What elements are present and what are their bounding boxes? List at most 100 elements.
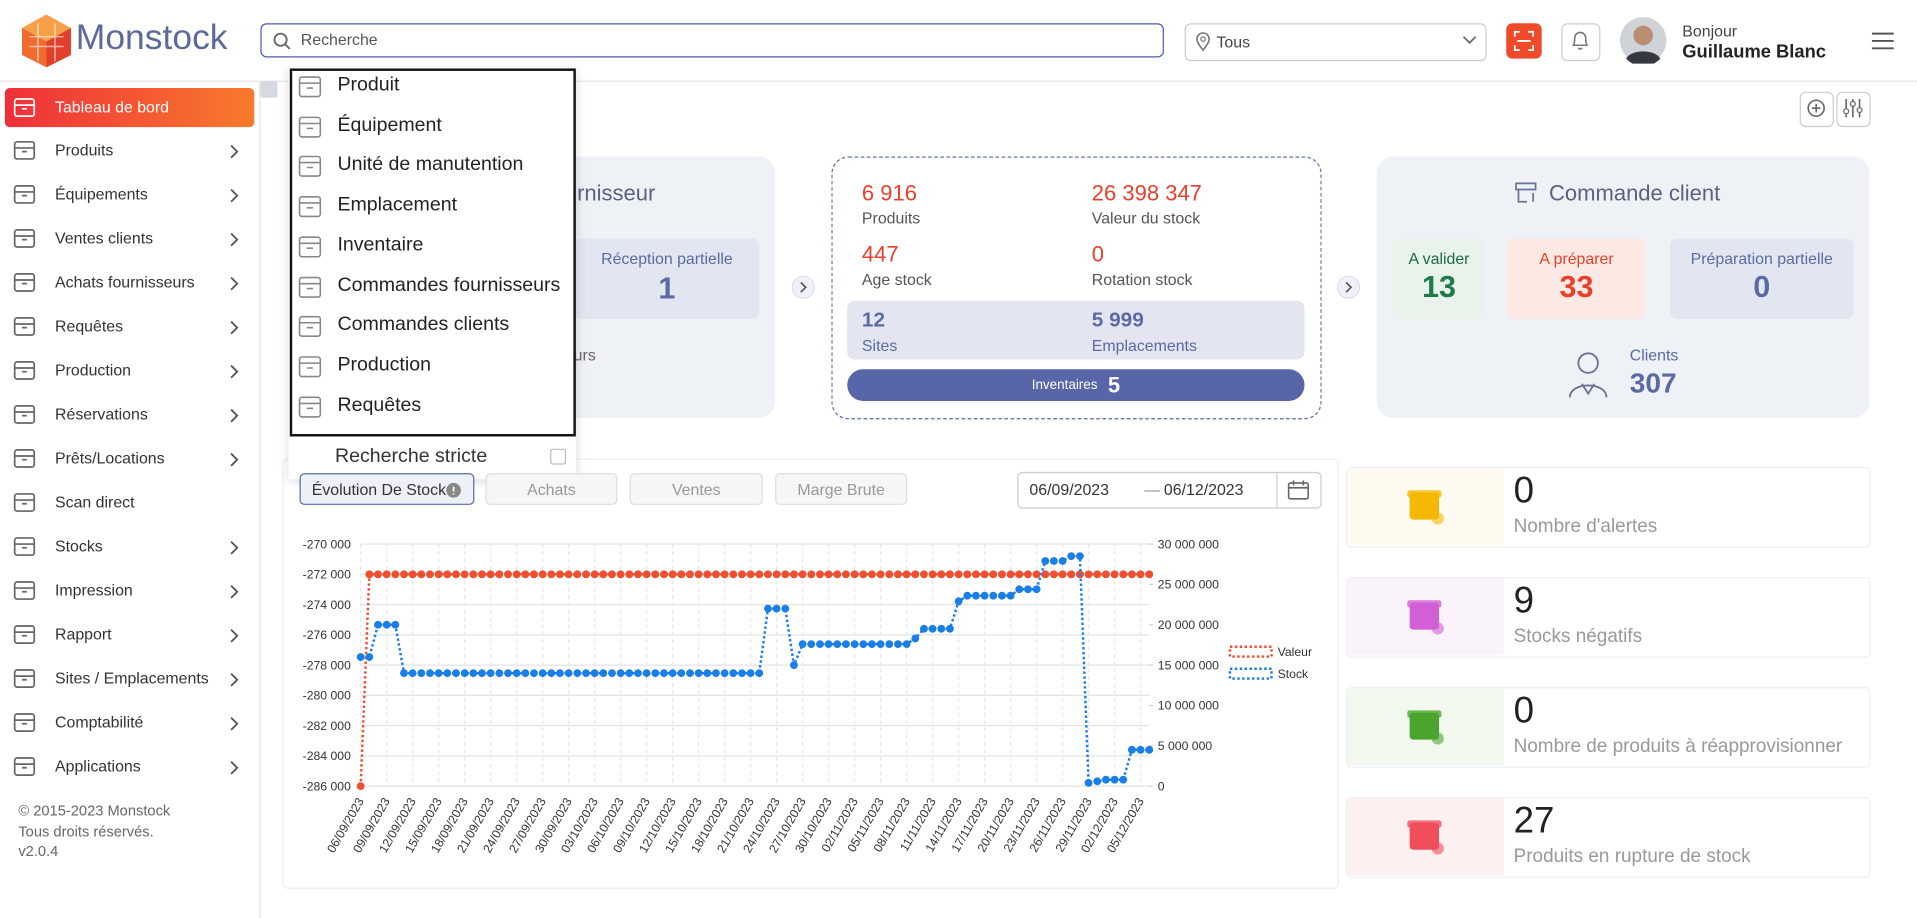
data-point — [946, 570, 954, 579]
sidebar-item[interactable]: Produits — [55, 140, 114, 159]
data-point — [625, 669, 634, 678]
sidebar-chevron — [230, 364, 239, 379]
info-icon — [446, 482, 461, 498]
location-icon — [1196, 32, 1210, 52]
sidebar-item[interactable]: Achats fournisseurs — [55, 272, 195, 291]
data-point — [1006, 570, 1015, 579]
data-point — [738, 669, 746, 678]
data-point — [1145, 745, 1154, 754]
sidebar-icon — [13, 361, 36, 380]
tab[interactable]: Marge Brute — [775, 473, 908, 505]
data-point — [608, 669, 616, 678]
data-point — [668, 669, 677, 678]
sidebar-item[interactable]: Ventes clients — [55, 228, 154, 247]
dropdown-item[interactable]: Commandes clients — [337, 314, 510, 336]
settings-icon — [1843, 99, 1863, 118]
data-point — [1041, 557, 1050, 565]
sidebar-chevron — [230, 232, 239, 247]
sidebar-item[interactable]: Requêtes — [55, 316, 124, 335]
arrow-button[interactable] — [791, 275, 815, 299]
y-tick-label: -282 000 — [303, 719, 351, 733]
dropdown-item[interactable]: Emplacement — [337, 194, 458, 216]
sidebar-item-active[interactable] — [4, 88, 255, 128]
search-input[interactable] — [260, 23, 1164, 58]
dropdown-item[interactable]: Production — [337, 354, 431, 376]
location-select[interactable] — [1184, 23, 1487, 62]
data-point — [876, 640, 885, 649]
sidebar-item[interactable]: Impression — [55, 580, 133, 600]
dropdown-item[interactable]: Commandes fournisseurs — [337, 274, 561, 296]
data-point — [660, 570, 668, 579]
client-box — [1670, 238, 1854, 320]
add-button[interactable] — [1799, 91, 1834, 128]
data-point — [426, 669, 434, 678]
data-point — [842, 640, 850, 649]
stat-card-label: Produits en rupture de stock — [1513, 846, 1751, 867]
sidebar-item[interactable]: Tableau de bord — [55, 97, 170, 117]
calendar-icon[interactable] — [1287, 479, 1309, 500]
date-range[interactable] — [1017, 471, 1322, 509]
sidebar-item[interactable]: Équipements — [55, 184, 148, 203]
menu-icon[interactable] — [1871, 32, 1894, 50]
tab[interactable]: Ventes — [629, 473, 763, 505]
sidebar-item[interactable]: Rapport — [55, 624, 112, 644]
sidebar-item[interactable]: Production — [55, 360, 132, 380]
data-point — [937, 624, 946, 633]
data-point — [928, 624, 937, 633]
y-tick-label: -278 000 — [303, 658, 351, 672]
dropdown-item[interactable]: Produit — [337, 74, 400, 96]
sidebar-item[interactable]: Prêts/Locations — [55, 448, 165, 468]
sidebar-chevron — [230, 584, 239, 599]
data-point — [833, 640, 842, 649]
y-tick-label: -286 000 — [303, 779, 351, 793]
data-point — [738, 570, 746, 579]
arrow-button[interactable] — [1336, 275, 1361, 299]
data-point — [417, 669, 426, 678]
sidebar-item[interactable]: Stocks — [55, 536, 103, 556]
tab[interactable]: Achats — [485, 473, 618, 505]
dropdown-icon — [298, 116, 322, 138]
sidebar-chevron — [230, 452, 239, 467]
dropdown-item[interactable]: Inventaire — [337, 234, 424, 256]
data-point — [495, 570, 504, 579]
sidebar-icon — [13, 140, 36, 160]
data-point — [694, 570, 703, 579]
data-point — [599, 570, 608, 579]
data-point — [547, 570, 556, 579]
data-point — [972, 591, 980, 600]
inventories-button[interactable]: Inventaires 5 — [847, 369, 1305, 402]
dropdown-item[interactable]: Équipement — [337, 114, 442, 136]
bell-icon — [1572, 31, 1589, 50]
sidebar-item[interactable]: Applications — [55, 756, 141, 776]
notifications-button[interactable] — [1561, 23, 1601, 62]
y2-tick-label: 25 000 000 — [1158, 578, 1219, 592]
strict-search-checkbox[interactable] — [550, 448, 567, 465]
data-point — [798, 640, 807, 649]
data-point — [504, 570, 512, 579]
data-point — [850, 570, 859, 579]
inventories-value: 5 — [1107, 372, 1121, 397]
sidebar-item[interactable]: Scan direct — [55, 492, 135, 512]
tab[interactable]: Évolution De Stock — [299, 473, 475, 505]
dropdown-item[interactable]: Requêtes — [337, 394, 422, 416]
logo-text: Monstock — [75, 18, 228, 58]
header-border — [0, 80, 1917, 82]
y-tick-label: -280 000 — [303, 689, 351, 703]
dropdown-icon — [298, 396, 322, 418]
data-point — [356, 653, 365, 661]
sidebar-item[interactable]: Sites / Emplacements — [55, 668, 209, 688]
data-point — [1006, 591, 1015, 600]
data-point — [642, 669, 651, 678]
dropdown-item[interactable]: Unité de manutention — [337, 154, 524, 176]
sidebar-item[interactable]: Réservations — [55, 404, 148, 424]
data-point — [478, 669, 486, 678]
sidebar-item[interactable]: Comptabilité — [55, 712, 144, 732]
data-point — [469, 669, 478, 678]
data-point — [460, 669, 469, 678]
sidebar-chevron — [230, 628, 239, 643]
collapse-button[interactable] — [260, 80, 278, 98]
dropdown-icon — [298, 276, 322, 298]
data-point — [963, 570, 972, 579]
data-point — [894, 640, 902, 649]
data-point — [1084, 778, 1093, 787]
